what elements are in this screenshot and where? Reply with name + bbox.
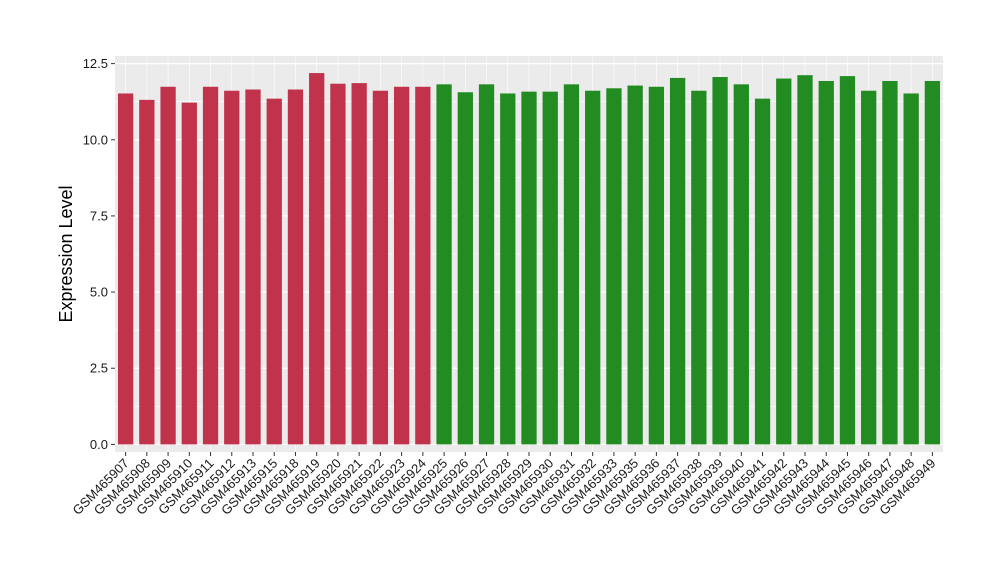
y-tick-label: 2.5 <box>90 361 108 376</box>
bar-GSM465941 <box>754 98 771 445</box>
bar-GSM465926 <box>457 92 473 445</box>
bar-GSM465909 <box>160 86 176 445</box>
bar-GSM465940 <box>733 84 749 445</box>
bar-GSM465944 <box>818 80 834 445</box>
bar-GSM465924 <box>415 86 431 445</box>
bar-GSM465921 <box>351 83 367 445</box>
bar-GSM465930 <box>542 91 558 445</box>
bar-GSM465920 <box>330 83 346 445</box>
bar-GSM465948 <box>903 93 919 445</box>
bar-GSM465919 <box>309 73 325 445</box>
bar-GSM465935 <box>627 85 643 445</box>
y-tick-label: 5.0 <box>90 285 108 300</box>
bar-GSM465918 <box>287 89 304 445</box>
bar-GSM465923 <box>393 86 410 445</box>
bar-GSM465947 <box>882 80 898 445</box>
bar-GSM465907 <box>117 93 134 445</box>
y-tick-label: 10.0 <box>83 132 108 147</box>
bars <box>117 73 941 445</box>
bar-GSM465946 <box>861 90 877 445</box>
y-tick-label: 0.0 <box>90 437 108 452</box>
bar-GSM465928 <box>500 93 516 445</box>
bar-GSM465937 <box>669 77 686 445</box>
bar-GSM465942 <box>776 78 792 445</box>
bar-GSM465936 <box>648 86 665 445</box>
bar-GSM465922 <box>372 90 389 445</box>
bar-GSM465929 <box>521 91 537 445</box>
x-axis: GSM465907GSM465908GSM465909GSM465910GSM4… <box>70 452 939 518</box>
bar-GSM465915 <box>266 98 282 445</box>
y-tick-label: 12.5 <box>83 56 108 71</box>
bar-GSM465910 <box>181 102 197 445</box>
bar-GSM465939 <box>712 77 728 445</box>
bar-GSM465949 <box>924 80 941 445</box>
bar-GSM465938 <box>691 90 707 445</box>
bar-GSM465913 <box>245 89 261 445</box>
bar-GSM465943 <box>797 75 813 445</box>
y-axis-title: Expression Level <box>56 185 76 322</box>
bar-GSM465945 <box>839 76 856 445</box>
bar-GSM465908 <box>139 99 155 445</box>
y-tick-label: 7.5 <box>90 208 108 223</box>
bar-GSM465912 <box>224 90 240 445</box>
bar-GSM465933 <box>606 88 622 445</box>
bar-GSM465911 <box>202 86 219 445</box>
y-axis: 0.0 2.5 5.0 7.5 10.0 12.5 <box>83 56 115 452</box>
bar-GSM465932 <box>585 90 601 445</box>
bar-GSM465931 <box>563 84 580 445</box>
bar-GSM465925 <box>436 84 452 445</box>
bar-GSM465927 <box>478 84 495 445</box>
